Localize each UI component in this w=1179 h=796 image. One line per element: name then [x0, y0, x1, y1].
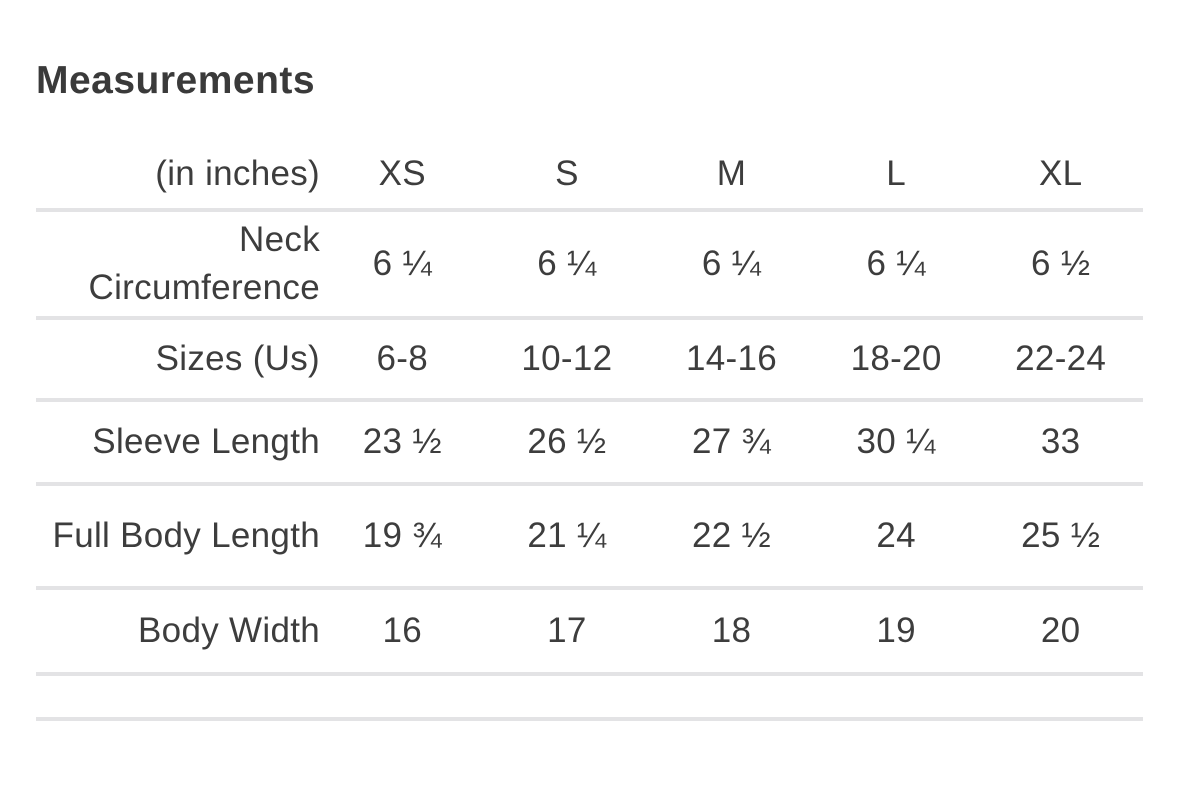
measurement-value: 6 ¼ [372, 244, 432, 283]
measurement-value: 20 [1040, 611, 1081, 650]
measurement-value: 6-8 [376, 339, 429, 378]
measurement-value: 21 ¼ [527, 516, 607, 555]
size-header-xs: XS [378, 154, 426, 193]
measurement-value: 30 ¼ [856, 422, 936, 461]
table-row-neck-circumference: Neck Circumference 6 ¼ 6 ¼ 6 ¼ 6 ¼ 6 ½ [36, 210, 1143, 318]
measurement-value: 24 [876, 516, 916, 555]
measurement-value: 6 ½ [1031, 244, 1091, 283]
measurement-value: 17 [547, 611, 587, 650]
measurement-value: 22 ½ [691, 516, 771, 555]
measurement-value: 16 [382, 611, 423, 650]
row-label: Sleeve Length [92, 422, 320, 461]
table-row-sizes-us: Sizes (Us) 6-8 10-12 14-16 18-20 22-24 [36, 318, 1143, 400]
measurement-value: 27 ¾ [691, 422, 771, 461]
table-row-body-width: Body Width 16 17 18 19 20 [36, 588, 1143, 674]
measurement-value: 23 ½ [362, 422, 442, 461]
size-header-s: S [555, 154, 579, 193]
measurement-value: 22-24 [1015, 339, 1107, 378]
measurement-value: 18-20 [850, 339, 942, 378]
empty-cell [36, 674, 1143, 719]
table-row-sleeve-length: Sleeve Length 23 ½ 26 ½ 27 ¾ 30 ¼ 33 [36, 400, 1143, 484]
size-header-l: L [886, 154, 906, 193]
measurement-value: 26 ½ [527, 422, 607, 461]
row-label: Body Width [138, 611, 320, 650]
measurement-value: 6 ¼ [537, 244, 597, 283]
section-title: Measurements [36, 59, 316, 102]
row-label: Neck Circumference [88, 220, 320, 307]
measurement-value: 18 [711, 611, 752, 650]
measurement-value: 19 ¾ [362, 516, 442, 555]
measurement-value: 10-12 [521, 339, 613, 378]
measurement-value: 25 ½ [1021, 516, 1101, 555]
measurement-value: 33 [1040, 422, 1081, 461]
size-header-m: M [716, 154, 747, 193]
table-header-row: (in inches) XS S M L XL [36, 140, 1143, 210]
table-row-full-body-length: Full Body Length 19 ¾ 21 ¼ 22 ½ 24 25 ½ [36, 484, 1143, 588]
units-header: (in inches) [155, 154, 320, 193]
row-label: Full Body Length [52, 516, 320, 555]
table-empty-row [36, 674, 1143, 719]
measurement-value: 6 ¼ [866, 244, 926, 283]
measurements-table: (in inches) XS S M L XL Neck Circumferen… [36, 140, 1143, 721]
size-header-xl: XL [1038, 154, 1083, 193]
measurement-value: 6 ¼ [701, 244, 762, 283]
row-label: Sizes (Us) [155, 339, 320, 378]
measurement-value: 14-16 [685, 339, 777, 378]
measurement-value: 19 [876, 611, 916, 650]
